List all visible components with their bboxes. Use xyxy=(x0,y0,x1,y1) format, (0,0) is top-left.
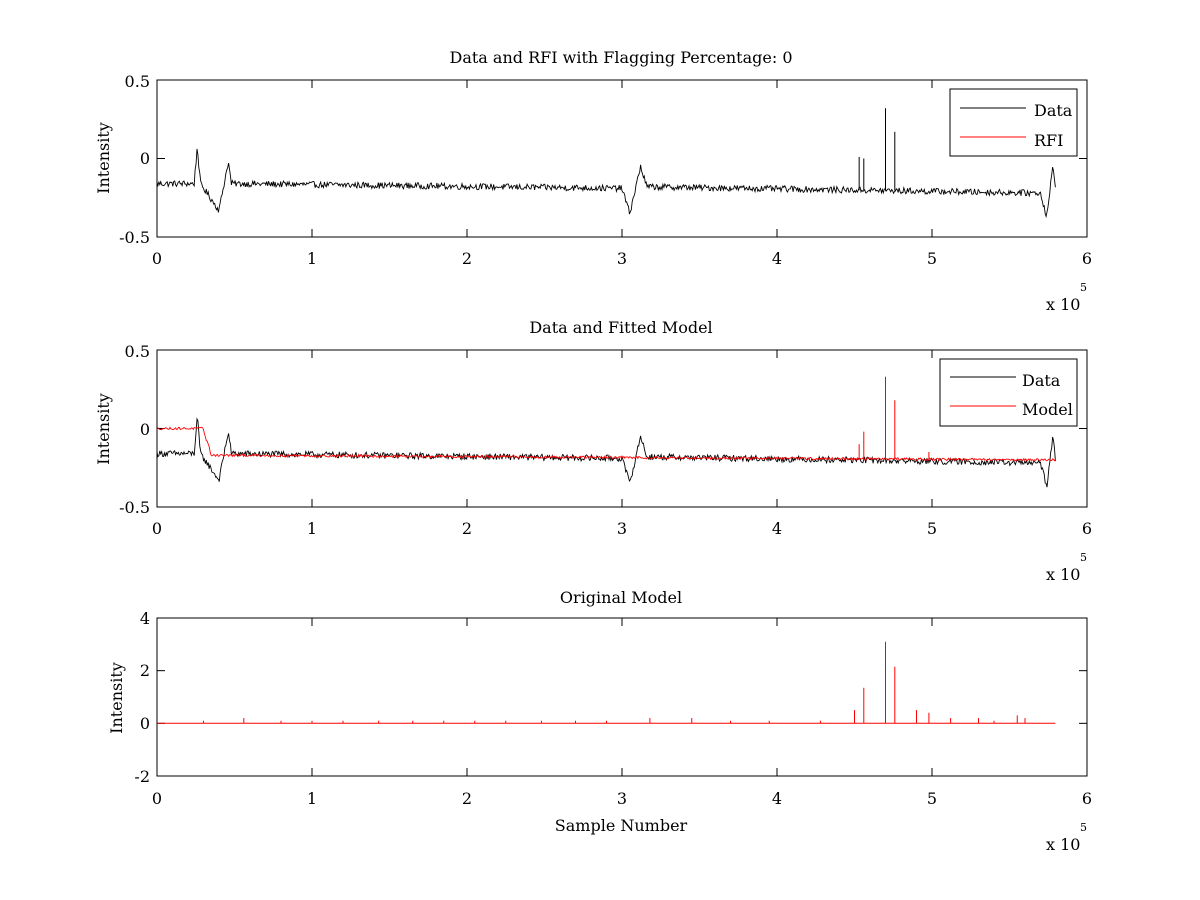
x-multiplier-exponent: 5 xyxy=(1080,551,1087,564)
x-multiplier: x 10 xyxy=(1046,835,1080,854)
panel-original-model: Original Model Intensity -2 0 2 4 0 1 2 … xyxy=(107,588,1092,854)
legend-label-data: Data xyxy=(1022,371,1061,390)
x-tick-label: 4 xyxy=(772,789,782,808)
y-tick-label: 0.5 xyxy=(125,342,150,361)
y-tick-labels: -2 0 2 4 xyxy=(134,609,150,786)
series-model-2 xyxy=(157,641,1056,724)
x-multiplier: x 10 xyxy=(1046,565,1080,584)
chart-title: Data and Fitted Model xyxy=(529,318,712,337)
x-tick-label: 6 xyxy=(1082,249,1092,268)
y-tick-label: 4 xyxy=(140,609,150,628)
y-tick-label: -0.5 xyxy=(119,498,150,517)
series-line xyxy=(156,417,1056,488)
x-tick-labels: 0 1 2 3 4 5 6 xyxy=(152,249,1092,268)
x-tick-label: 2 xyxy=(462,249,472,268)
y-axis-label: Intensity xyxy=(107,662,126,734)
x-tick-label: 2 xyxy=(462,789,472,808)
x-tick-label: 3 xyxy=(617,789,627,808)
y-tick-label: 0 xyxy=(140,149,150,168)
x-tick-label: 0 xyxy=(152,519,162,538)
tick-marks xyxy=(156,617,1088,777)
chart-title: Original Model xyxy=(560,588,682,607)
series-line xyxy=(156,426,1056,462)
legend-label-rfi: RFI xyxy=(1034,131,1063,150)
y-tick-label: -0.5 xyxy=(119,228,150,247)
x-tick-label: 1 xyxy=(307,249,317,268)
chart-title: Data and RFI with Flagging Percentage: 0 xyxy=(449,48,792,67)
series-line xyxy=(156,148,1056,219)
x-tick-labels: 0 1 2 3 4 5 6 xyxy=(152,789,1092,808)
x-tick-label: 1 xyxy=(307,789,317,808)
x-tick-label: 0 xyxy=(152,249,162,268)
x-tick-label: 1 xyxy=(307,519,317,538)
series-data-0 xyxy=(156,108,1056,219)
y-tick-label: 0 xyxy=(140,714,150,733)
y-axis-label: Intensity xyxy=(94,393,113,465)
legend-box xyxy=(939,358,1078,427)
x-tick-label: 3 xyxy=(617,519,627,538)
legend: Data RFI xyxy=(949,88,1078,157)
y-tick-label: 0 xyxy=(140,420,150,439)
legend-label-model: Model xyxy=(1022,400,1073,419)
legend-box xyxy=(949,88,1078,157)
y-axis-label: Intensity xyxy=(94,122,113,194)
x-tick-label: 4 xyxy=(772,519,782,538)
x-axis-label: Sample Number xyxy=(555,816,688,835)
y-tick-labels: -0.5 0 0.5 xyxy=(119,342,150,517)
y-tick-labels: -0.5 0 0.5 xyxy=(119,72,150,247)
x-tick-label: 6 xyxy=(1082,789,1092,808)
x-tick-label: 0 xyxy=(152,789,162,808)
y-tick-label: 0.5 xyxy=(125,72,150,91)
y-tick-label: 2 xyxy=(140,661,150,680)
x-tick-label: 5 xyxy=(927,519,937,538)
y-tick-label: -2 xyxy=(134,767,150,786)
x-tick-label: 5 xyxy=(927,249,937,268)
x-tick-label: 3 xyxy=(617,249,627,268)
x-multiplier: x 10 xyxy=(1046,295,1080,314)
tick-marks xyxy=(156,79,1088,238)
series-data-1 xyxy=(156,417,1056,488)
x-tick-label: 6 xyxy=(1082,519,1092,538)
x-multiplier-exponent: 5 xyxy=(1080,281,1087,294)
x-multiplier-exponent: 5 xyxy=(1080,821,1087,834)
x-tick-labels: 0 1 2 3 4 5 6 xyxy=(152,519,1092,538)
legend-label-data: Data xyxy=(1034,101,1073,120)
series-model-1 xyxy=(156,376,1056,462)
x-tick-label: 4 xyxy=(772,249,782,268)
x-tick-label: 5 xyxy=(927,789,937,808)
legend: Data Model xyxy=(939,358,1078,427)
x-tick-label: 2 xyxy=(462,519,472,538)
